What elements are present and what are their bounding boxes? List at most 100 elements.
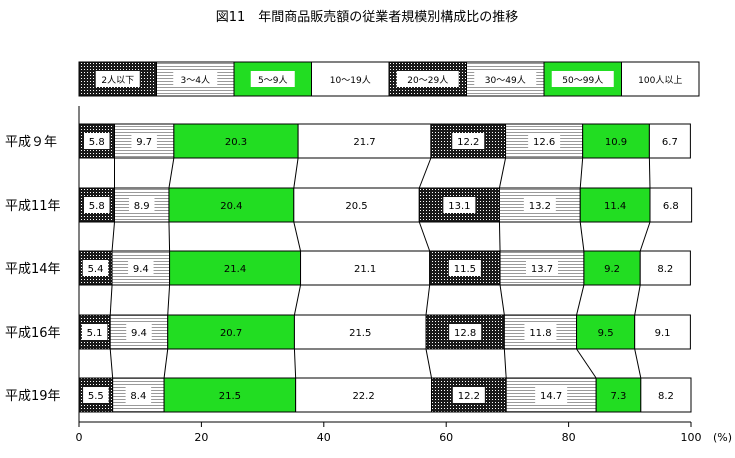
x-axis: 0 20 40 60 80 100 (%) — [76, 106, 732, 444]
bar-segment-series-7 — [579, 187, 651, 223]
connector-line — [499, 284, 505, 316]
x-tick-label: 100 — [681, 431, 702, 444]
value-label: 13.7 — [531, 264, 553, 275]
connector-line — [293, 348, 297, 379]
value-label-box — [83, 133, 110, 149]
connector-line — [111, 221, 115, 252]
value-label: 20.7 — [220, 328, 242, 339]
connector-line — [634, 284, 641, 316]
x-tick-label: 0 — [76, 431, 83, 444]
value-label-box — [126, 324, 152, 340]
legend-label-series-2: 3～4人 — [181, 75, 210, 86]
value-label: 21.7 — [353, 137, 375, 148]
value-label: 13.1 — [448, 201, 470, 212]
bar-segment-series-3 — [167, 314, 295, 350]
value-label: 11.5 — [454, 264, 476, 275]
value-label: 5.1 — [87, 328, 103, 339]
value-label: 5.8 — [89, 201, 105, 212]
connector-line — [576, 284, 585, 316]
connector-line — [425, 348, 433, 379]
connector-line — [418, 157, 432, 189]
value-label: 21.5 — [349, 328, 371, 339]
value-label: 9.7 — [136, 137, 152, 148]
value-label: 12.6 — [533, 137, 555, 148]
bar-segment-series-8 — [634, 314, 691, 350]
bar-segment-series-3 — [163, 377, 297, 413]
connector-lines — [109, 157, 651, 379]
connector-line — [425, 284, 431, 316]
bar-segment-series-4 — [293, 187, 420, 223]
connector-line — [498, 221, 501, 252]
legend-label-series-4: 10～19人 — [330, 75, 371, 86]
connector-line — [168, 221, 171, 252]
value-label: 13.2 — [529, 201, 551, 212]
bar-segment-series-7 — [576, 314, 636, 350]
category-label: 平成16年 — [5, 326, 61, 341]
connector-line — [293, 157, 299, 189]
connector-line — [109, 284, 113, 316]
bar-segment-series-8 — [639, 250, 691, 286]
connector-line — [576, 348, 597, 379]
value-label: 21.4 — [224, 264, 246, 275]
value-label-box — [83, 387, 109, 403]
connector-line — [579, 157, 584, 189]
connector-line — [498, 157, 507, 189]
value-label: 9.4 — [131, 328, 147, 339]
bar-segment-series-4 — [293, 314, 427, 350]
value-label-box — [82, 260, 109, 276]
connector-line — [109, 348, 114, 379]
value-label-box — [448, 260, 481, 276]
value-label-box — [528, 133, 561, 149]
value-label-box — [128, 197, 155, 213]
connector-line — [163, 348, 169, 379]
value-label: 6.7 — [662, 137, 678, 148]
legend-label-box — [474, 71, 537, 87]
chart-title: 図11 年間商品販売額の従業者規模別構成比の推移 — [216, 9, 519, 25]
connector-line — [167, 284, 171, 316]
value-label: 10.9 — [605, 137, 627, 148]
bar-segment-series-3 — [168, 187, 295, 223]
value-label: 9.5 — [598, 328, 614, 339]
legend-label-series-1: 2人以下 — [101, 75, 134, 86]
value-label-box — [131, 133, 157, 149]
legend-label-box — [396, 71, 459, 87]
connector-line — [634, 348, 642, 379]
legend-label-series-8: 100人以上 — [638, 75, 682, 86]
value-label-box — [524, 324, 557, 340]
value-label-box — [535, 387, 568, 403]
value-label: 6.8 — [663, 201, 679, 212]
value-label: 9.4 — [133, 264, 149, 275]
value-label: 20.3 — [225, 137, 247, 148]
value-label: 12.8 — [454, 328, 476, 339]
connector-line — [503, 348, 507, 379]
legend-label-series-3: 5～9人 — [258, 75, 287, 86]
value-label-box — [81, 324, 108, 340]
bar-segment-series-4 — [297, 123, 432, 159]
bar-segment-series-4 — [295, 377, 433, 413]
value-label: 14.7 — [540, 391, 562, 402]
bar-segment-series-3 — [173, 123, 299, 159]
legend-label-box — [629, 71, 692, 87]
value-label: 8.2 — [658, 391, 674, 402]
value-label-box — [452, 133, 485, 149]
value-label: 22.2 — [352, 391, 374, 402]
bar-segment-series-4 — [300, 250, 431, 286]
legend-label-box — [551, 71, 614, 87]
connector-line — [168, 157, 175, 189]
category-label: 平成11年 — [5, 199, 61, 214]
bar-segment-series-6 — [498, 187, 581, 223]
x-unit-label: (%) — [713, 431, 732, 444]
value-label-box — [452, 387, 485, 403]
category-label: 平成19年 — [5, 389, 61, 404]
bar-segment-series-8 — [648, 123, 691, 159]
bar-segment-series-2 — [111, 250, 171, 286]
value-label-box — [443, 197, 476, 213]
value-label: 8.4 — [130, 391, 146, 402]
value-label: 21.1 — [354, 264, 376, 275]
value-label: 20.5 — [345, 201, 367, 212]
value-label: 12.2 — [458, 391, 480, 402]
value-label-box — [449, 324, 482, 340]
legend-label-box — [95, 71, 140, 87]
value-label: 8.9 — [134, 201, 150, 212]
x-tick-label: 60 — [439, 431, 453, 444]
